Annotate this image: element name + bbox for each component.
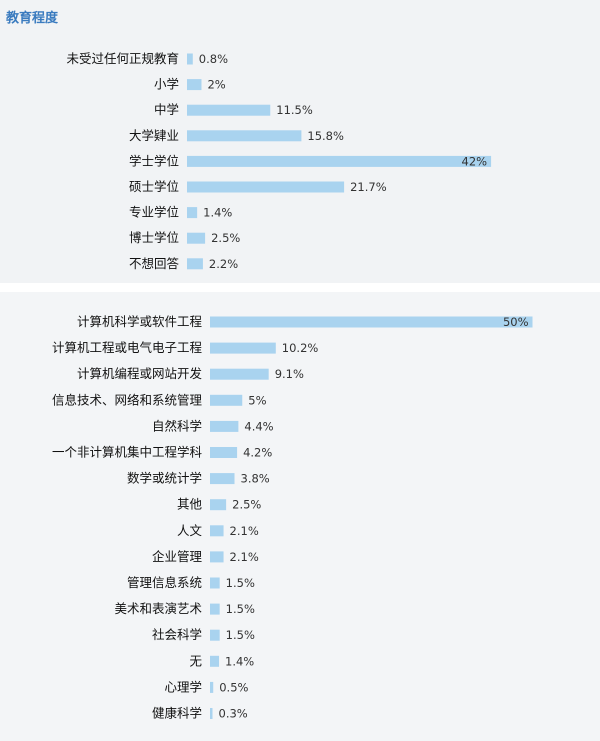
value-label: 3.8% [241,472,270,486]
value-label: 50% [503,315,529,329]
category-label: 博士学位 [129,230,179,245]
category-label: 小学 [154,77,179,92]
bar [210,342,276,354]
category-label: 专业学位 [129,205,179,220]
bar [187,232,206,244]
value-label: 2.5% [232,498,261,512]
value-label: 2.5% [211,231,240,245]
bar [210,577,220,589]
education-chart-panel: 教育程度 未受过任何正规教育 0.8% 小学 2% 中学 11.5% 大学肄业 15.8% 学士… [0,0,600,283]
value-label: 2.1% [230,524,259,538]
bar [210,420,239,432]
major-bar-chart: 计算机科学或软件工程 50% 计算机工程或电气电子工程 10.2% 计算机编程或网站开发… [52,314,533,721]
value-label: 4.4% [244,419,273,433]
value-label: 10.2% [282,341,319,355]
value-label: 2.2% [209,257,238,271]
value-label: 1.5% [226,602,255,616]
bar [210,368,269,380]
category-label: 计算机编程或网站开发 [77,366,203,381]
bar [187,155,492,167]
value-label: 1.4% [225,654,254,668]
category-label: 不想回答 [129,256,180,271]
value-label: 0.3% [219,707,248,721]
value-label: 2.1% [230,550,259,564]
value-label: 4.2% [243,446,272,460]
value-label: 5% [248,393,266,407]
bar [187,130,302,142]
category-label: 硕士学位 [129,179,179,194]
value-label: 1.5% [226,628,255,642]
bar [210,316,533,328]
value-label: 1.4% [203,206,232,220]
bar [210,708,213,719]
major-chart-panel: 计算机科学或软件工程 50% 计算机工程或电气电子工程 10.2% 计算机编程或网站开发… [0,292,600,741]
bar [210,499,227,511]
value-label: 15.8% [307,129,344,143]
bar [187,207,198,219]
category-label: 企业管理 [152,549,203,564]
bar [210,603,220,615]
category-label: 心理学 [164,679,202,694]
bar [210,629,220,641]
bar [187,181,345,193]
category-label: 一个非计算机集中工程学科 [52,445,203,460]
category-label: 计算机科学或软件工程 [77,314,203,329]
category-label: 无 [189,653,202,668]
bar [187,79,202,91]
section-title: 教育程度 [6,11,59,26]
value-label: 2% [207,78,225,92]
category-label: 学士学位 [129,153,179,168]
bar [187,104,271,116]
category-label: 社会科学 [152,627,202,642]
education-bar-chart: 未受过任何正规教育 0.8% 小学 2% 中学 11.5% 大学肄业 15.8% 学士学位 42%… [66,51,492,271]
value-label: 0.5% [219,680,248,694]
value-label: 9.1% [275,367,304,381]
value-label: 21.7% [350,180,387,194]
category-label: 数学或统计学 [127,471,202,486]
bar [210,681,214,693]
bar [210,394,243,406]
value-label: 0.8% [199,52,228,66]
bar [210,473,235,485]
value-label: 1.5% [226,576,255,590]
bar [210,655,220,667]
category-label: 未受过任何正规教育 [66,51,179,66]
bar [187,53,193,65]
category-label: 其他 [177,497,203,512]
category-label: 人文 [177,523,203,538]
value-label: 11.5% [276,103,313,117]
category-label: 大学肄业 [129,128,179,143]
bar [210,447,238,458]
category-label: 自然科学 [152,418,202,433]
category-label: 信息技术、网络和系统管理 [52,392,203,407]
category-label: 美术和表演艺术 [114,601,202,616]
category-label: 计算机工程或电气电子工程 [52,340,203,355]
category-label: 管理信息系统 [127,575,202,590]
bar [210,525,224,537]
category-label: 健康科学 [152,706,202,721]
category-label: 中学 [154,102,179,117]
bar [210,551,224,563]
value-label: 42% [462,154,488,168]
bar [187,258,203,270]
